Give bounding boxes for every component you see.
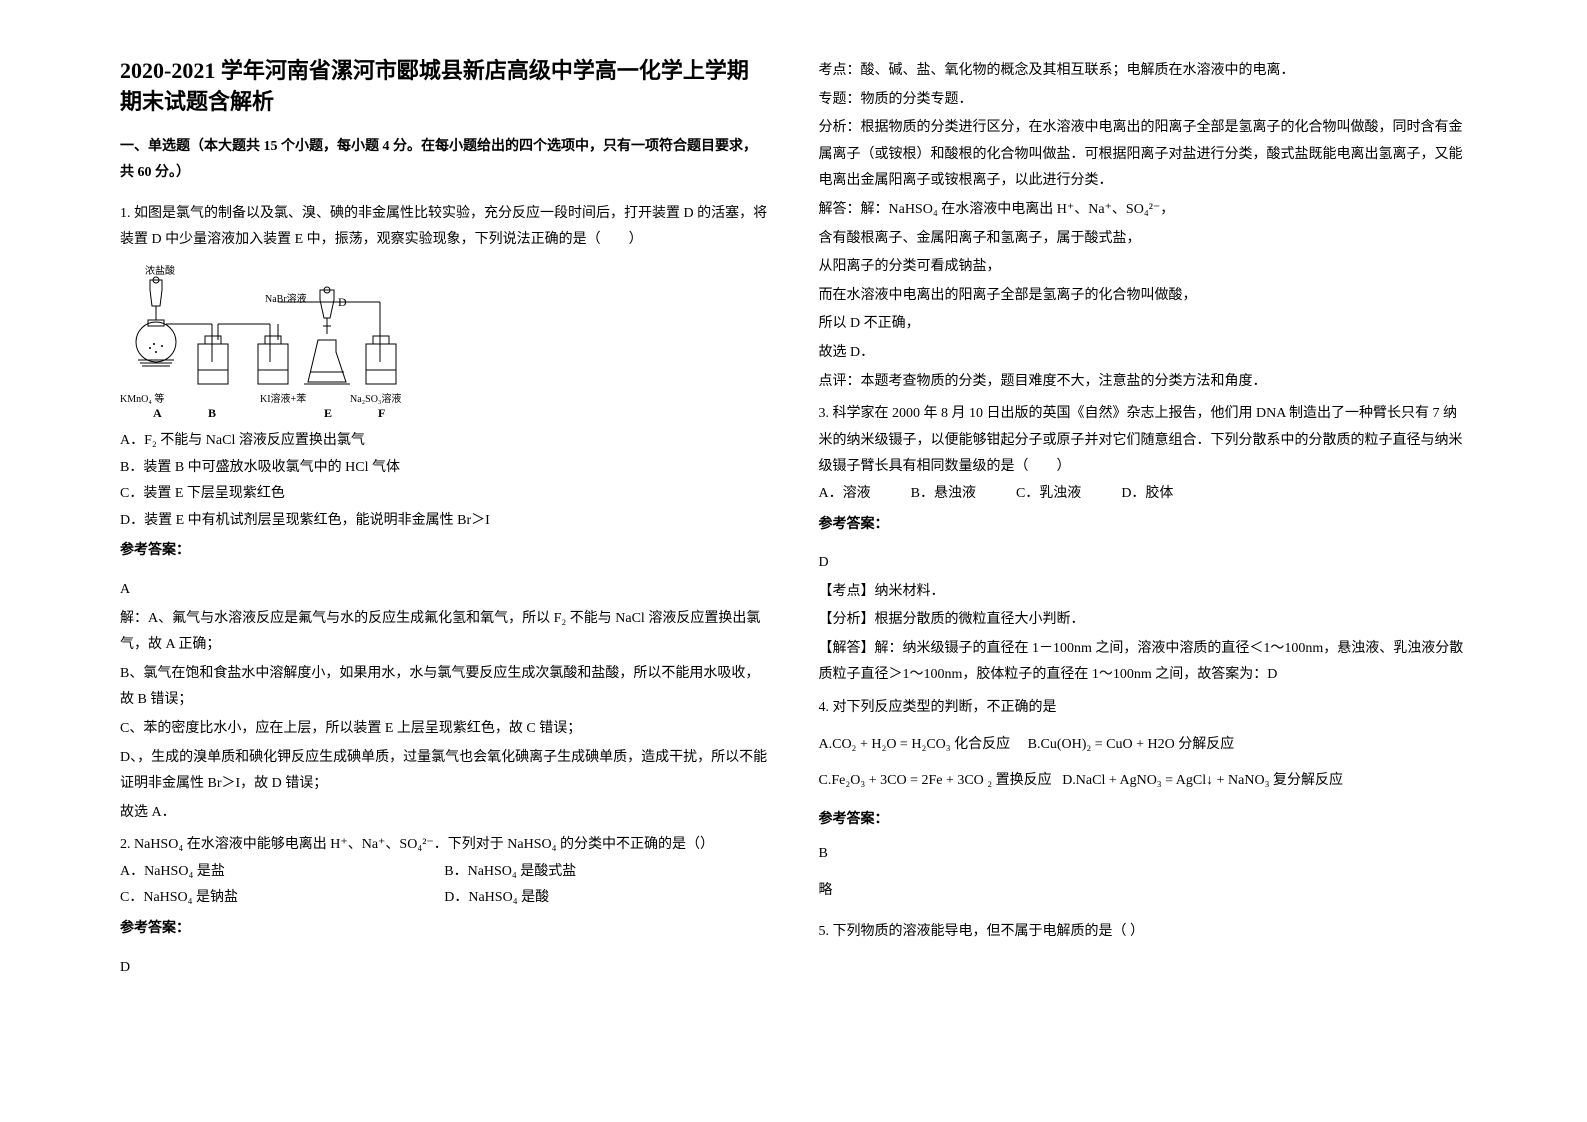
- q3-e2: 【分析】根据分散质的微粒直径大小判断．: [819, 607, 1468, 634]
- fig-label-nabr: NaBr溶液: [265, 292, 307, 305]
- q4-options-row1: A.CO₂ + H₂O = H₂CO₃ 化合反应 B.Cu(OH)₂ = CuO…: [819, 732, 1468, 759]
- q4-opt-d: D.NaCl + AgNO₃ = AgCl↓ + NaNO₃ 复分解反应: [1062, 773, 1343, 788]
- q4-ans: B: [819, 841, 1468, 868]
- q3-opt-a: A．溶液: [819, 481, 871, 508]
- section-header: 一、单选题（本大题共 15 个小题，每小题 4 分。在每小题给出的四个选项中，只…: [120, 134, 769, 187]
- q4-opt-a: A.CO₂ + H₂O = H₂CO₃ 化合反应: [819, 737, 1011, 752]
- q3-opt-d: D．胶体: [1121, 481, 1173, 508]
- q2-opt-c: C．NaHSO₄ 是钠盐: [120, 885, 444, 912]
- q2-l9: 故选 D．: [819, 340, 1468, 367]
- fig-b: B: [208, 406, 216, 420]
- q3-e3: 【解答】解：纳米级镊子的直径在 1－100nm 之间，溶液中溶质的直径＜1～10…: [819, 636, 1468, 689]
- right-column: 考点：酸、碱、盐、氧化物的概念及其相互联系；电解质在水溶液中的电离． 专题：物质…: [819, 56, 1468, 1066]
- q4-stem: 4. 对下列反应类型的判断，不正确的是: [819, 695, 1468, 722]
- q2-opt-d: D．NaHSO₄ 是酸: [444, 885, 768, 912]
- q3-options: A．溶液 B．悬浊液 C．乳浊液 D．胶体: [819, 481, 1468, 508]
- q1-exp-c: C、苯的密度比水小，应在上层，所以装置 E 上层呈现紫红色，故 C 错误；: [120, 716, 769, 743]
- fig-label-naso: Na₂SO₃溶液: [350, 392, 401, 405]
- q2-stem: 2. NaHSO₄ 在水溶液中能够电离出 H⁺、Na⁺、SO₄²⁻．下列对于 N…: [120, 832, 769, 859]
- q2-l5: 含有酸根离子、金属阳离子和氢离子，属于酸式盐，: [819, 226, 1468, 253]
- q2-l1: 考点：酸、碱、盐、氧化物的概念及其相互联系；电解质在水溶液中的电离．: [819, 58, 1468, 85]
- fig-f: F: [378, 406, 385, 420]
- q3-e1: 【考点】纳米材料．: [819, 579, 1468, 606]
- q2-options: A．NaHSO₄ 是盐 B．NaHSO₄ 是酸式盐 C．NaHSO₄ 是钠盐 D…: [120, 859, 769, 912]
- q1-stem: 1. 如图是氯气的制备以及氯、溴、碘的非金属性比较实验，充分反应一段时间后，打开…: [120, 201, 769, 254]
- q1-exp-end: 故选 A．: [120, 800, 769, 827]
- q1-exp-d: D、，生成的溴单质和碘化钾反应生成碘单质，过量氯气也会氧化碘离子生成碘单质，造成…: [120, 745, 769, 798]
- fig-a: A: [153, 406, 162, 420]
- q3-opt-b: B．悬浊液: [911, 481, 976, 508]
- q2-l2: 专题：物质的分类专题．: [819, 87, 1468, 114]
- q4-options-row2: C.Fe₂O₃ + 3CO = 2Fe + 3CO ₂ 置换反应 D.NaCl …: [819, 768, 1468, 795]
- fig-e: E: [324, 406, 332, 420]
- q4-note: 略: [819, 878, 1468, 905]
- q2-l10: 点评：本题考查物质的分类，题目难度不大，注意盐的分类方法和角度．: [819, 369, 1468, 396]
- q3-ans: D: [819, 550, 1468, 577]
- q3-ans-head: 参考答案：: [819, 512, 1468, 539]
- fig-label-kmno: KMnO₄ 等: [120, 392, 164, 405]
- q2-l6: 从阳离子的分类可看成钠盐，: [819, 254, 1468, 281]
- q2-l8: 所以 D 不正确，: [819, 311, 1468, 338]
- left-column: 2020-2021 学年河南省漯河市郾城县新店高级中学高一化学上学期期末试题含解…: [120, 56, 769, 1066]
- q1-opt-d: D．装置 E 中有机试剂层呈现紫红色，能说明非金属性 Br＞I: [120, 508, 769, 535]
- q2-l3: 分析：根据物质的分类进行区分，在水溶液中电离出的阳离子全部是氢离子的化合物叫做酸…: [819, 115, 1468, 195]
- apparatus-diagram: 浓盐酸 KMnO₄ 等 A B NaBr溶液: [120, 262, 440, 422]
- q3-stem: 3. 科学家在 2000 年 8 月 10 日出版的英国《自然》杂志上报告，他们…: [819, 401, 1468, 481]
- q2-opt-b: B．NaHSO₄ 是酸式盐: [444, 859, 768, 886]
- fig-label-top: 浓盐酸: [145, 264, 175, 277]
- q4-opt-c: C.Fe₂O₃ + 3CO = 2Fe + 3CO ₂ 置换反应: [819, 773, 1052, 788]
- fig-label-ki: KI溶液+苯: [260, 392, 306, 405]
- q5-stem: 5. 下列物质的溶液能导电，但不属于电解质的是（ ）: [819, 919, 1468, 946]
- q2-ans-head: 参考答案：: [120, 916, 769, 943]
- q1-options: A．F₂ 不能与 NaCl 溶液反应置换出氯气 B．装置 B 中可盛放水吸收氯气…: [120, 428, 769, 534]
- q1-ans-head: 参考答案：: [120, 538, 769, 565]
- q1-figure: 浓盐酸 KMnO₄ 等 A B NaBr溶液: [120, 262, 440, 422]
- q2-ans: D: [120, 955, 769, 982]
- page-title: 2020-2021 学年河南省漯河市郾城县新店高级中学高一化学上学期期末试题含解…: [120, 56, 769, 118]
- q4-opt-b: B.Cu(OH)₂ = CuO + H2O 分解反应: [1028, 737, 1235, 752]
- q2-l4: 解答：解：NaHSO₄ 在水溶液中电离出 H⁺、Na⁺、SO₄²⁻，: [819, 197, 1468, 224]
- q1-opt-a: A．F₂ 不能与 NaCl 溶液反应置换出氯气: [120, 428, 769, 455]
- q3-opt-c: C．乳浊液: [1016, 481, 1081, 508]
- q1-exp-a: 解：A、氟气与水溶液反应是氟气与水的反应生成氟化氢和氧气，所以 F₂ 不能与 N…: [120, 606, 769, 659]
- q1-exp-b: B、氯气在饱和食盐水中溶解度小，如果用水，水与氯气要反应生成次氯酸和盐酸，所以不…: [120, 661, 769, 714]
- q1-ans: A: [120, 577, 769, 604]
- q2-opt-a: A．NaHSO₄ 是盐: [120, 859, 444, 886]
- q1-opt-b: B．装置 B 中可盛放水吸收氯气中的 HCl 气体: [120, 455, 769, 482]
- q1-opt-c: C．装置 E 下层呈现紫红色: [120, 481, 769, 508]
- q4-ans-head: 参考答案：: [819, 807, 1468, 834]
- q2-l7: 而在水溶液中电离出的阳离子全部是氢离子的化合物叫做酸，: [819, 283, 1468, 310]
